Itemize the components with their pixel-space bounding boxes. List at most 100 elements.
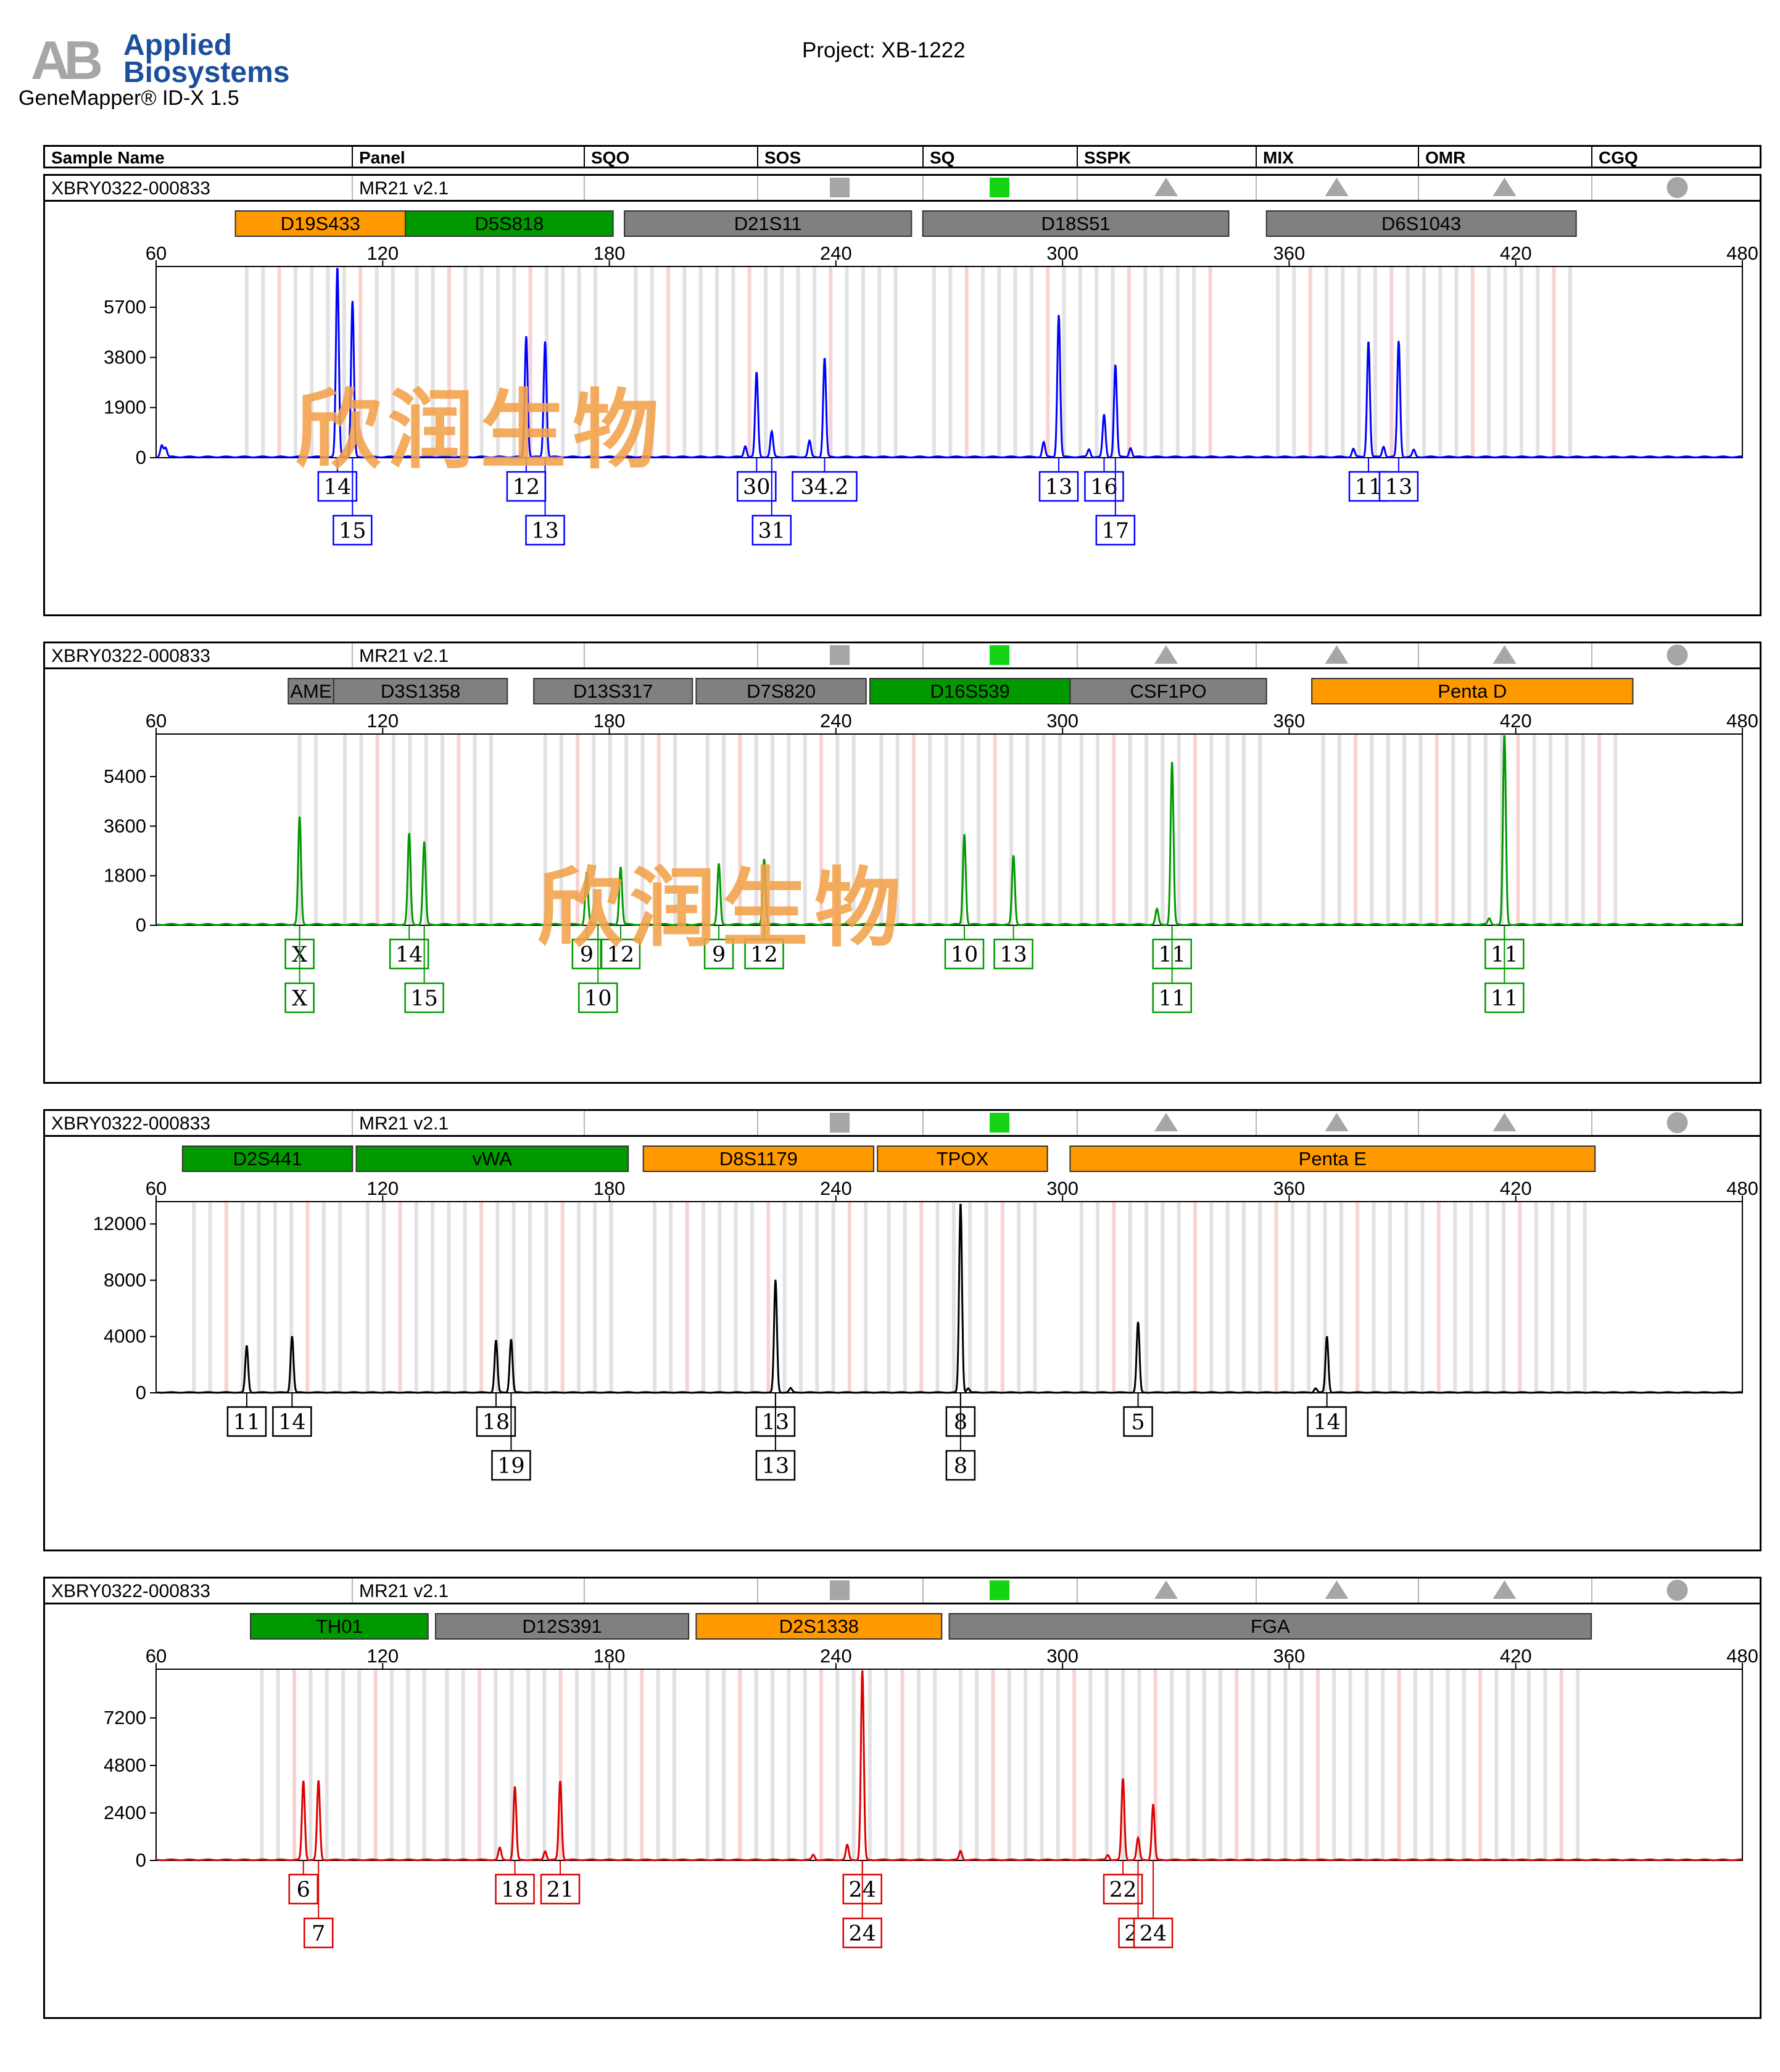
panel-name-cell: MR21 v2.1 <box>352 176 584 200</box>
sample-row[interactable]: XBRY0322-000833 MR21 v2.1 <box>45 1111 1760 1137</box>
x-tick-label: 360 <box>1273 1645 1306 1667</box>
locus-bar <box>288 678 334 704</box>
sq-square-icon <box>990 1580 1009 1600</box>
y-tick-label: 4800 <box>104 1754 146 1776</box>
x-tick-label: 180 <box>594 1645 626 1667</box>
column-header-sos[interactable]: SOS <box>757 147 922 167</box>
allele-label: 30 <box>743 475 771 500</box>
sq-square-icon <box>990 645 1009 665</box>
locus-bar <box>948 1613 1592 1640</box>
allele-label: 14 <box>278 1410 306 1435</box>
allele-label: 12 <box>607 943 635 967</box>
x-tick-label: 480 <box>1726 242 1758 264</box>
y-tick-label: 1900 <box>104 397 146 418</box>
allele-box <box>525 514 565 546</box>
electropherogram-panel-black: XBRY0322-000833 MR21 v2.1 D2S441 vWA D8S1179… <box>43 1109 1761 1551</box>
allele-box <box>703 938 734 970</box>
allele-box <box>1152 982 1192 1013</box>
column-header-panel[interactable]: Panel <box>352 147 584 167</box>
project-title: Project: XB-1222 <box>802 38 966 62</box>
y-tick-label: 12000 <box>93 1213 146 1234</box>
x-tick-label: 60 <box>146 710 167 732</box>
locus-label: Penta E <box>1299 1148 1367 1170</box>
quality-cell-sos <box>757 1579 922 1603</box>
allele-box <box>284 982 315 1013</box>
x-tick-label: 60 <box>146 1645 167 1667</box>
sos-square-icon <box>830 645 850 665</box>
sample-row[interactable]: XBRY0322-000833 MR21 v2.1 <box>45 1579 1760 1604</box>
quality-cell-sq <box>922 643 1077 667</box>
allele-box <box>944 938 985 970</box>
y-tick-label: 0 <box>136 447 146 468</box>
allele-box <box>226 1406 267 1437</box>
allele-label: 19 <box>497 1454 525 1479</box>
allele-label: 14 <box>1313 1410 1341 1435</box>
column-header-sq[interactable]: SQ <box>922 147 1077 167</box>
sspk-triangle-icon <box>1154 1113 1178 1131</box>
trace-black <box>157 1203 1742 1394</box>
x-tick-label: 120 <box>366 242 399 264</box>
quality-cell-sqo <box>584 1579 757 1603</box>
cgq-circle-icon <box>1666 1580 1688 1601</box>
allele-box <box>333 514 373 546</box>
allele-box <box>577 982 618 1013</box>
quality-cell-omr <box>1418 643 1591 667</box>
column-header-omr[interactable]: OMR <box>1418 147 1591 167</box>
allele-label: 9 <box>712 943 726 967</box>
locus-bar <box>1311 678 1634 704</box>
x-tick-label: 360 <box>1273 242 1306 264</box>
allele-box <box>1095 514 1136 546</box>
locus-label: CSF1PO <box>1130 680 1207 702</box>
allele-label: 13 <box>531 519 559 543</box>
quality-cell-mix <box>1256 1111 1418 1135</box>
sample-row[interactable]: XBRY0322-000833 MR21 v2.1 <box>45 176 1760 202</box>
allele-label: 24 <box>848 1921 876 1946</box>
locus-bar <box>695 1613 943 1640</box>
x-tick-label: 240 <box>820 1178 852 1199</box>
allele-label: 13 <box>1045 475 1073 500</box>
quality-cell-cgq <box>1591 643 1763 667</box>
allele-label: 16 <box>1090 475 1118 500</box>
locus-label: D6S1043 <box>1381 213 1461 234</box>
allele-box <box>751 514 792 546</box>
sample-row[interactable]: XBRY0322-000833 MR21 v2.1 <box>45 643 1760 669</box>
x-tick-label: 420 <box>1500 242 1532 264</box>
allele-box <box>491 1450 531 1481</box>
omr-triangle-icon <box>1492 1113 1517 1131</box>
electropherogram-svg-black: D2S441 vWA D8S1179 TPOX Penta E60 120 180 240 30… <box>93 1112 1758 1481</box>
logo-letters: AB <box>31 30 103 91</box>
allele-label: 11 <box>1491 986 1518 1011</box>
allele-label: 21 <box>547 1878 574 1902</box>
column-header-mix[interactable]: MIX <box>1256 147 1418 167</box>
column-header-cgq[interactable]: CGQ <box>1591 147 1763 167</box>
allele-box <box>744 938 784 970</box>
column-header-sample-name[interactable]: Sample Name <box>51 148 165 167</box>
mix-triangle-icon <box>1325 1113 1349 1131</box>
allele-box <box>1103 1873 1143 1905</box>
locus-bar <box>869 678 1071 704</box>
quality-cell-cgq <box>1591 1111 1763 1135</box>
column-header-sqo[interactable]: SQO <box>584 147 757 167</box>
column-header-sspk[interactable]: SSPK <box>1077 147 1256 167</box>
locus-bar <box>922 210 1230 237</box>
x-tick-label: 240 <box>820 242 852 264</box>
y-tick-label: 5400 <box>104 766 146 787</box>
quality-cell-sq <box>922 1579 1077 1603</box>
allele-label: 22 <box>1109 1878 1137 1902</box>
x-tick-label: 480 <box>1726 1178 1758 1199</box>
locus-label: D2S441 <box>233 1148 302 1170</box>
locus-bar <box>333 678 508 704</box>
allele-label: 11 <box>233 1410 261 1435</box>
locus-label: TH01 <box>316 1616 363 1637</box>
locus-bar <box>234 210 407 237</box>
allele-box <box>1307 1406 1347 1437</box>
sample-name-cell: XBRY0322-000833 <box>51 646 210 666</box>
watermark: 欣润生物 <box>295 380 666 481</box>
x-tick-label: 480 <box>1726 1645 1758 1667</box>
y-tick-label: 8000 <box>104 1269 146 1290</box>
y-tick-label: 3800 <box>104 346 146 368</box>
omr-triangle-icon <box>1492 178 1517 196</box>
allele-box <box>404 982 444 1013</box>
locus-label: D13S317 <box>573 680 653 702</box>
